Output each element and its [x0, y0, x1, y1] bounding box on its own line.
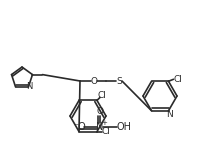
Text: Cl: Cl — [102, 127, 110, 136]
Text: +: + — [102, 120, 107, 126]
Text: S: S — [116, 77, 122, 85]
Text: O: O — [97, 107, 104, 116]
Text: N: N — [96, 122, 104, 132]
Text: Cl: Cl — [173, 75, 182, 84]
Text: ⁻O: ⁻O — [74, 122, 86, 132]
Text: OH: OH — [117, 122, 132, 132]
Text: N: N — [26, 82, 33, 91]
Text: O: O — [91, 77, 98, 85]
Text: Cl: Cl — [98, 91, 106, 100]
Text: N: N — [166, 110, 173, 119]
